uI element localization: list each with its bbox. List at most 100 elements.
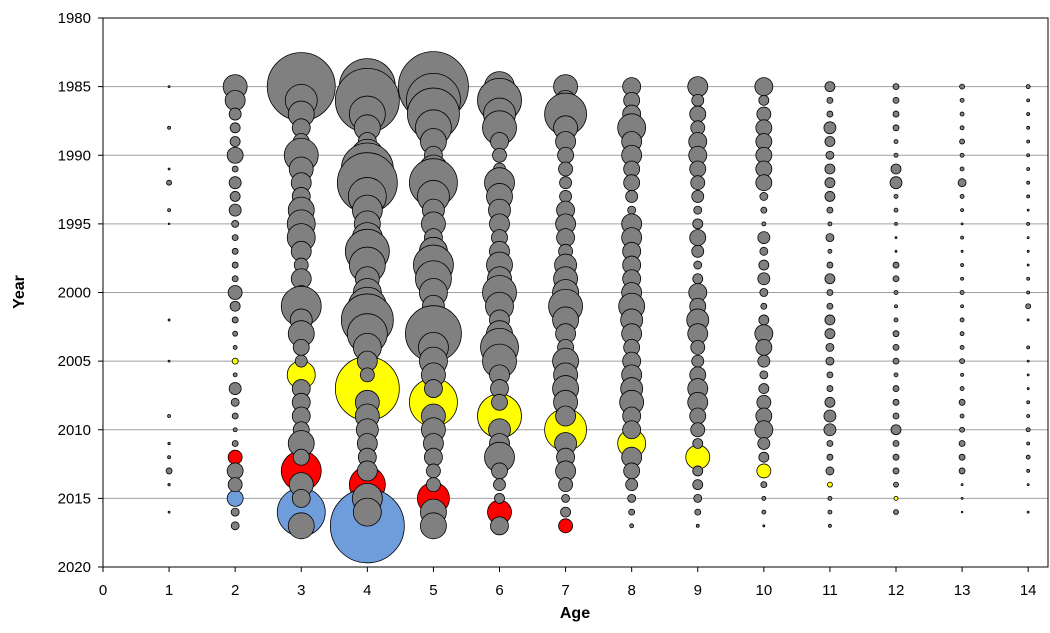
y-tick-label: 2015 — [58, 490, 91, 507]
bubble — [629, 523, 635, 529]
bubble — [960, 235, 964, 240]
bubble — [1025, 84, 1031, 90]
bubble — [1026, 167, 1031, 171]
bubble — [892, 330, 900, 338]
bubble — [893, 290, 899, 295]
bubble — [893, 372, 899, 378]
y-tick-label: 2010 — [58, 422, 91, 439]
bubble — [559, 176, 572, 190]
bubble — [959, 97, 965, 103]
bubble — [824, 191, 836, 202]
bubble — [959, 152, 965, 158]
bubble — [893, 495, 899, 501]
bubble — [827, 248, 833, 254]
y-tick-label: 1980 — [58, 10, 91, 27]
bubble — [760, 481, 768, 489]
bubble — [959, 386, 965, 391]
bubble — [228, 176, 242, 190]
bubble — [691, 244, 705, 258]
bubble — [823, 423, 837, 437]
bubble — [227, 477, 243, 493]
bubble — [960, 304, 964, 309]
bubble — [959, 413, 965, 419]
bubble — [1026, 276, 1031, 281]
bubble — [492, 147, 507, 163]
bubble — [892, 467, 900, 475]
y-tick-label: 2005 — [58, 353, 91, 370]
bubble — [167, 208, 171, 213]
bubble — [167, 125, 171, 130]
y-axis-label: Year — [11, 275, 28, 309]
bubble — [959, 194, 965, 199]
bubble — [352, 497, 382, 527]
bubble — [959, 426, 965, 433]
bubble — [892, 83, 900, 91]
bubble — [757, 354, 771, 368]
bubble — [230, 507, 240, 517]
bubble — [761, 221, 767, 227]
bubble — [167, 222, 171, 226]
x-tick-label: 10 — [755, 582, 772, 599]
bubble — [1026, 249, 1030, 253]
bubble — [356, 460, 378, 482]
bubble — [231, 275, 239, 283]
bubble — [232, 427, 238, 433]
bubble — [958, 440, 966, 447]
x-tick-label: 13 — [954, 582, 971, 599]
bubble — [828, 523, 832, 528]
bubble — [491, 393, 508, 411]
bubble — [167, 483, 171, 487]
bubble — [426, 477, 441, 493]
bubble — [1026, 153, 1031, 158]
bubble — [1026, 98, 1031, 103]
x-tick-label: 14 — [1020, 582, 1037, 599]
bubble — [757, 231, 771, 245]
bubble — [228, 382, 242, 395]
bubble — [693, 260, 703, 270]
bubble — [560, 506, 571, 518]
bubble — [959, 290, 965, 295]
bubble — [892, 385, 900, 392]
plot-frame — [102, 17, 1049, 568]
bubble — [824, 136, 836, 147]
y-tick-label: 2020 — [58, 559, 91, 576]
bubble — [826, 110, 834, 118]
bubble — [490, 516, 509, 536]
bubble — [1026, 359, 1030, 363]
bubble — [226, 146, 244, 164]
bubble — [625, 478, 639, 492]
bubble — [230, 397, 240, 407]
bubble — [892, 357, 900, 365]
bubble — [758, 451, 770, 463]
bubble — [231, 234, 239, 242]
bubble — [291, 488, 311, 508]
bubble — [1026, 194, 1031, 199]
bubble — [755, 174, 773, 192]
bubble — [893, 317, 899, 323]
bubble — [755, 338, 773, 356]
bubble — [287, 512, 315, 540]
y-tick-label: 2000 — [58, 285, 91, 302]
bubble — [695, 523, 700, 528]
bubble — [490, 132, 509, 151]
bubble — [826, 385, 834, 392]
bubble — [762, 524, 766, 528]
bubble — [493, 478, 506, 492]
bubble — [754, 420, 774, 440]
bubble — [826, 440, 834, 447]
x-tick-label: 0 — [99, 582, 107, 599]
bubble — [960, 222, 964, 226]
x-tick-label: 11 — [822, 582, 838, 599]
bubble — [692, 479, 704, 491]
y-tick-label: 1995 — [58, 216, 91, 233]
bubble — [824, 328, 836, 340]
bubble — [824, 177, 836, 189]
bubble — [232, 330, 239, 337]
bubble — [893, 509, 899, 515]
bubble — [892, 96, 900, 104]
bubble — [824, 81, 836, 93]
x-tick-label: 4 — [363, 582, 371, 599]
bubble — [229, 191, 241, 202]
bubble — [228, 203, 242, 217]
bubble — [826, 453, 834, 461]
